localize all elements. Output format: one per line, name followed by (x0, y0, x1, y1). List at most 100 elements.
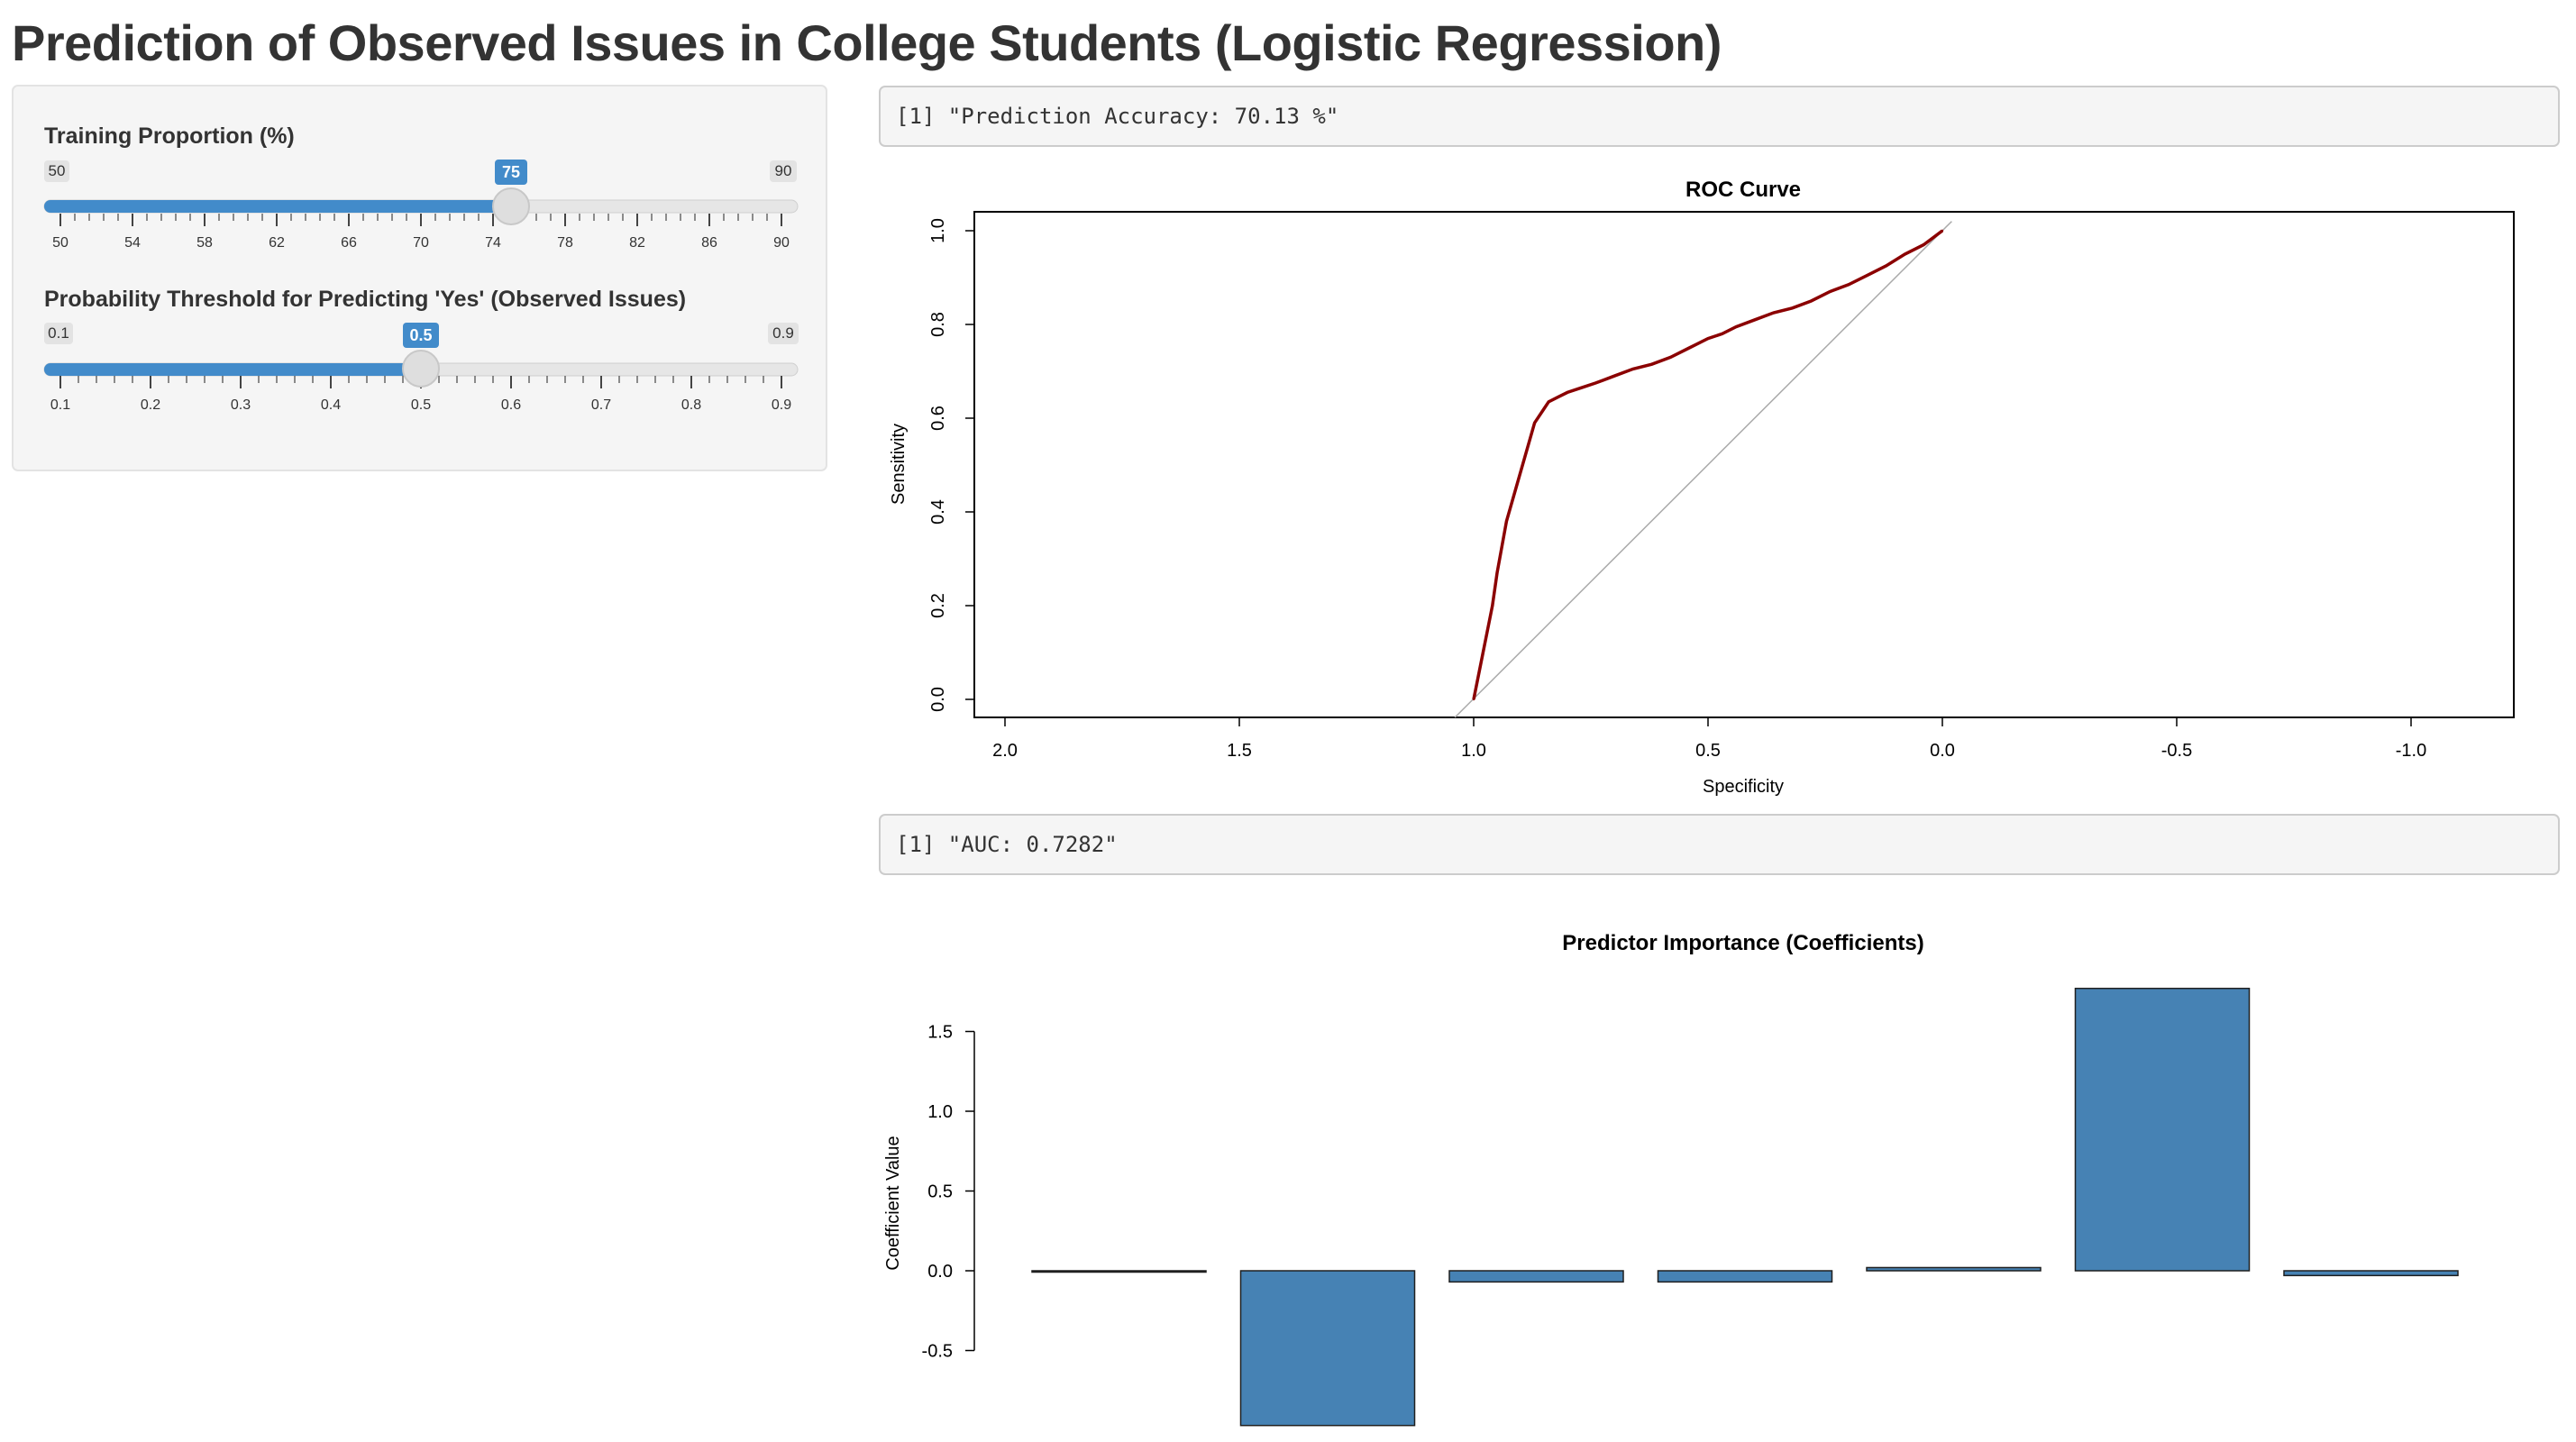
sliders-svg: Training Proportion (%) 50 90 50 54 58 62 66… (43, 123, 799, 413)
bar-y-tick-label: 1.0 (927, 1102, 953, 1122)
coefficient-bar (1448, 1270, 1624, 1283)
threshold-value-label: 0.5 (409, 326, 432, 344)
slider-tick-label: 82 (629, 235, 645, 251)
roc-point (1548, 400, 1550, 403)
roc-point (1791, 306, 1794, 309)
accuracy-output: [1] "Prediction Accuracy: 70.13 %" (879, 86, 2560, 147)
roc-point (1829, 290, 1832, 293)
roc-x-tick-label: 1.0 (1461, 741, 1486, 761)
threshold-tick-group: 0.1 0.2 0.3 0.4 0.5 0.6 0.7 0.8 0.9 (50, 376, 791, 413)
threshold-slider-fill (44, 363, 421, 376)
slider-tick-label: 0.2 (141, 397, 160, 413)
slider-tick-label: 86 (701, 235, 717, 251)
sidebar-panel: Training Proportion (%) 50 90 50 54 58 62 66… (12, 85, 827, 471)
roc-point (1721, 333, 1723, 335)
bar-y-axis: -0.5 0.0 0.5 1.0 1.5 (922, 1023, 975, 1362)
roc-point (1631, 368, 1634, 370)
roc-curve-plot: ROC Curve 2.0 1.5 1.0 0.5 0.0 -0.5 -1.0 0.0 0.2… (889, 178, 2515, 797)
threshold-max-label: 0.9 (772, 324, 794, 342)
roc-title: ROC Curve (1685, 178, 1801, 202)
training-value-label: 75 (502, 163, 520, 181)
slider-tick-label: 0.3 (231, 397, 251, 413)
slider-tick-label: 0.4 (321, 397, 341, 413)
roc-point (1491, 604, 1494, 607)
slider-tick-label: 0.1 (50, 397, 70, 413)
coefficient-bar (2283, 1270, 2459, 1277)
training-tick-group: 50 54 58 62 66 70 74 78 82 86 90 (52, 214, 790, 251)
slider-tick-label: 58 (196, 235, 213, 251)
slider-tick-label: 90 (773, 235, 790, 251)
roc-point (1514, 487, 1517, 490)
roc-point (1557, 396, 1559, 398)
threshold-max-badge (768, 323, 799, 344)
roc-point (1706, 337, 1710, 340)
threshold-slider-handle[interactable] (402, 350, 440, 388)
roc-point (1650, 363, 1653, 366)
roc-point (1772, 311, 1775, 315)
roc-point (1735, 325, 1738, 328)
slider-tick-label: 70 (413, 235, 429, 251)
roc-point (1533, 422, 1536, 424)
roc-reference-diagonal (1454, 221, 1952, 718)
roc-x-tick-label: -0.5 (2161, 741, 2192, 761)
roc-point (1688, 346, 1691, 350)
roc-point (1542, 407, 1546, 410)
threshold-min-badge (44, 323, 73, 344)
roc-point (1941, 229, 1944, 233)
threshold-slider-label: Probability Threshold for Predicting 'Ye… (44, 287, 686, 312)
training-slider-label: Training Proportion (%) (44, 123, 295, 149)
roc-point (1612, 375, 1616, 378)
training-min-label: 50 (49, 162, 66, 179)
slider-tick-label: 0.6 (501, 397, 521, 413)
threshold-min-label: 0.1 (48, 324, 69, 342)
bar-y-tick-label: 0.5 (927, 1182, 953, 1202)
roc-point (1594, 381, 1597, 385)
slider-tick-label: 54 (124, 235, 141, 251)
page-title: Prediction of Observed Issues in College… (12, 14, 1722, 71)
roc-y-axis: 0.0 0.2 0.4 0.6 0.8 1.0 (928, 218, 974, 712)
bar-y-label: Coefficient Value (883, 1136, 903, 1270)
training-min-badge (44, 160, 69, 182)
slider-tick-label: 62 (269, 235, 285, 251)
slider-tick-label: 50 (52, 235, 69, 251)
roc-y-label: Sensitivity (889, 424, 909, 505)
roc-point (1923, 243, 1925, 246)
roc-plot-box (973, 211, 2515, 718)
coefficient-bar (1239, 1270, 1416, 1427)
roc-point (1505, 520, 1508, 523)
bar-series (1031, 987, 2459, 1427)
roc-y-tick-label: 1.0 (928, 218, 948, 243)
slider-tick-label: 78 (557, 235, 573, 251)
roc-point (1885, 264, 1887, 268)
slider-tick-label: 0.9 (772, 397, 791, 413)
slider-tick-label: 0.8 (681, 397, 701, 413)
coefficient-bar (1866, 1266, 2042, 1272)
roc-y-tick-label: 0.2 (928, 593, 948, 618)
roc-point (1669, 356, 1672, 359)
roc-x-tick-label: 0.5 (1695, 741, 1721, 761)
bar-y-tick-label: 1.5 (927, 1023, 953, 1043)
training-slider-handle[interactable] (492, 187, 530, 225)
roc-point (1566, 391, 1569, 394)
roc-point (1580, 387, 1583, 389)
roc-point (1904, 252, 1906, 256)
training-max-badge (770, 160, 797, 182)
slider-tick-label: 0.5 (411, 397, 431, 413)
roc-x-tick-label: 2.0 (992, 741, 1018, 761)
roc-y-tick-label: 0.0 (928, 687, 948, 712)
auc-output: [1] "AUC: 0.7282" (879, 814, 2560, 875)
roc-x-tick-label: 1.5 (1227, 741, 1252, 761)
bar-y-tick-label: -0.5 (922, 1342, 953, 1362)
roc-point (1524, 454, 1527, 457)
roc-point (1810, 299, 1813, 303)
threshold-value-badge (403, 323, 439, 348)
roc-points (1472, 229, 1944, 701)
coefficient-bar-plot: Predictor Importance (Coefficients) -0.5… (883, 931, 2459, 1427)
bar-y-tick-label: 0.0 (927, 1262, 953, 1282)
training-slider: Training Proportion (%) 50 90 50 54 58 62 66… (43, 123, 799, 251)
roc-y-tick-label: 0.8 (928, 312, 948, 337)
slider-tick-label: 0.7 (591, 397, 611, 413)
roc-x-axis: 2.0 1.5 1.0 0.5 0.0 -0.5 -1.0 (992, 717, 2426, 761)
coefficient-bar (1031, 1270, 1207, 1273)
training-slider-fill (44, 200, 511, 213)
